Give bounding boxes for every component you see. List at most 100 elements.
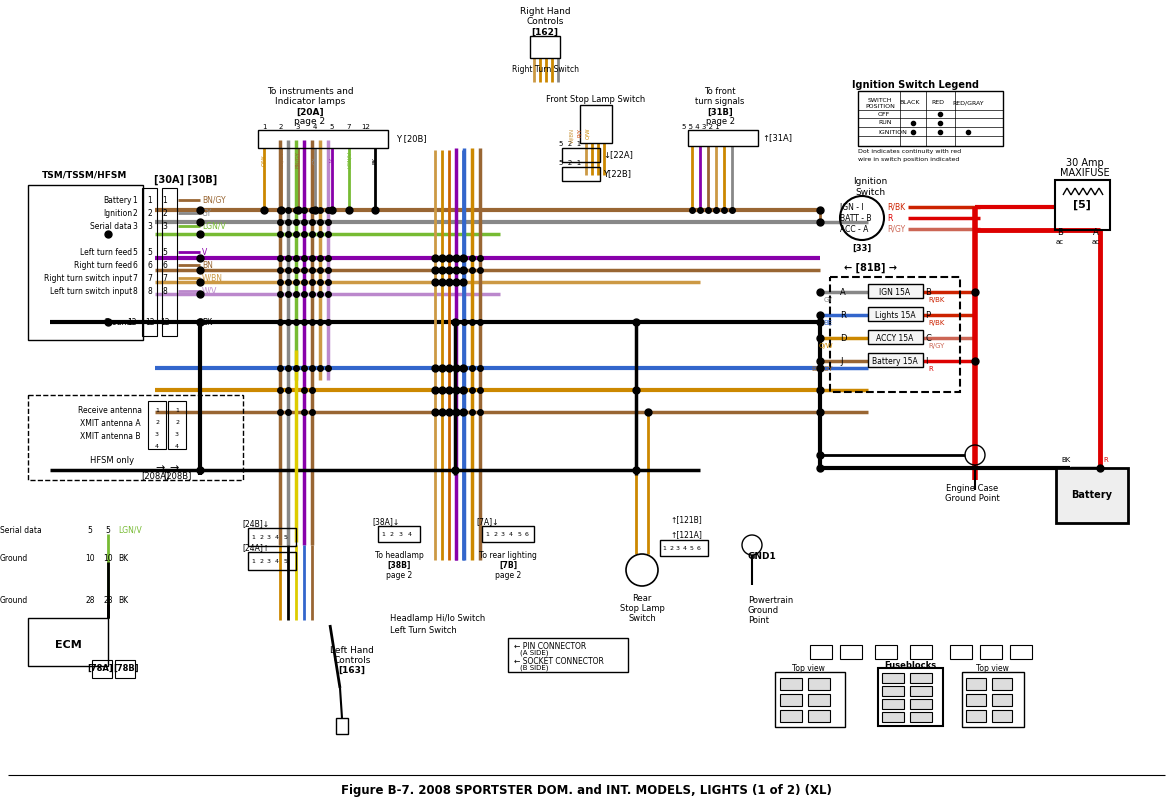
Bar <box>378 526 420 542</box>
Text: ac: ac <box>1092 239 1100 245</box>
Text: 8: 8 <box>163 287 168 295</box>
Bar <box>508 638 628 672</box>
Text: ← PIN CONNECTOR: ← PIN CONNECTOR <box>514 642 586 650</box>
Text: 5: 5 <box>148 247 152 257</box>
Text: To rear lighting: To rear lighting <box>479 551 537 559</box>
Bar <box>967 694 986 706</box>
Text: ECM: ECM <box>55 640 81 650</box>
Text: To instruments and: To instruments and <box>266 88 353 97</box>
Text: 2: 2 <box>155 419 160 424</box>
Text: BN: BN <box>202 261 212 270</box>
Text: 5  2  1: 5 2 1 <box>560 160 582 166</box>
Text: page 2: page 2 <box>386 571 412 580</box>
Bar <box>840 645 862 659</box>
Text: [208A]: [208A] <box>141 472 169 481</box>
Text: (B SIDE): (B SIDE) <box>520 665 549 671</box>
Bar <box>1056 468 1128 523</box>
Text: 1: 1 <box>251 535 255 539</box>
Text: R/Y: R/Y <box>577 129 583 138</box>
Text: 1: 1 <box>486 531 489 536</box>
Text: 8: 8 <box>133 287 137 295</box>
Text: Right Turn Switch: Right Turn Switch <box>511 65 578 75</box>
Text: Ignition: Ignition <box>853 177 887 187</box>
Text: 5: 5 <box>690 546 694 551</box>
Text: ac: ac <box>1056 239 1064 245</box>
Bar <box>248 528 296 546</box>
Text: 12: 12 <box>161 317 170 327</box>
Text: [33]: [33] <box>853 243 872 253</box>
Bar <box>868 353 923 367</box>
Text: [208B]: [208B] <box>163 472 191 481</box>
Text: 2: 2 <box>163 208 168 217</box>
Text: 6: 6 <box>148 261 152 270</box>
Text: BK: BK <box>202 317 212 327</box>
Text: 1: 1 <box>262 124 266 130</box>
Bar <box>992 710 1012 722</box>
Text: V: V <box>202 247 208 257</box>
Text: 2: 2 <box>389 531 394 536</box>
Text: Figure B-7. 2008 SPORTSTER DOM. and INT. MODELS, LIGHTS (1 of 2) (XL): Figure B-7. 2008 SPORTSTER DOM. and INT.… <box>340 783 832 796</box>
Text: 5  2  1: 5 2 1 <box>560 141 582 147</box>
Bar <box>808 678 830 690</box>
Text: 3: 3 <box>676 546 680 551</box>
Text: 3: 3 <box>155 431 160 436</box>
Bar <box>910 686 933 696</box>
Text: Y[22B]: Y[22B] <box>603 170 631 179</box>
Text: 4: 4 <box>509 531 513 536</box>
Bar <box>808 710 830 722</box>
Bar <box>258 130 388 148</box>
Text: [5]: [5] <box>1073 200 1091 210</box>
Bar <box>148 401 167 449</box>
Text: 6: 6 <box>526 531 529 536</box>
Bar <box>162 188 177 336</box>
Text: W/V: W/V <box>202 287 217 295</box>
Bar <box>868 307 923 321</box>
Text: Left Hand: Left Hand <box>330 646 374 654</box>
Text: BN/GY: BN/GY <box>812 366 833 372</box>
Text: Ignition Switch Legend: Ignition Switch Legend <box>852 80 978 90</box>
Text: POSITION: POSITION <box>865 105 895 109</box>
Text: D: D <box>840 333 847 342</box>
Text: Right turn switch input: Right turn switch input <box>43 274 133 283</box>
Text: 7: 7 <box>163 274 168 283</box>
Text: 4: 4 <box>274 535 279 539</box>
Text: LGN/V: LGN/V <box>118 526 142 535</box>
Bar <box>967 678 986 690</box>
Bar <box>950 645 972 659</box>
Bar <box>979 645 1002 659</box>
Text: ← [81B] →: ← [81B] → <box>843 263 896 273</box>
Text: page 2: page 2 <box>705 118 734 126</box>
Text: RED: RED <box>931 101 944 105</box>
Text: 2: 2 <box>175 419 179 424</box>
Bar <box>879 668 943 726</box>
Text: 1: 1 <box>148 196 152 204</box>
Text: Battery: Battery <box>1071 490 1112 500</box>
Text: ↑[31A]: ↑[31A] <box>762 134 792 142</box>
Text: 3: 3 <box>133 221 137 230</box>
Text: BE: BE <box>823 320 833 326</box>
Text: ↓[22A]: ↓[22A] <box>603 151 633 159</box>
Text: Headlamp Hi/lo Switch: Headlamp Hi/lo Switch <box>389 613 486 622</box>
Bar <box>91 660 111 678</box>
Text: 4: 4 <box>313 124 317 130</box>
Bar <box>115 660 135 678</box>
Text: 5: 5 <box>106 526 110 535</box>
Text: V: V <box>330 158 334 162</box>
Text: Switch: Switch <box>628 613 656 622</box>
Text: 5: 5 <box>133 247 137 257</box>
Text: Left turn switch input: Left turn switch input <box>49 287 133 295</box>
Text: BLACK: BLACK <box>900 101 921 105</box>
Text: R/BK: R/BK <box>928 297 944 303</box>
Text: 1: 1 <box>133 196 137 204</box>
Bar <box>579 105 612 143</box>
Text: LGN/V: LGN/V <box>346 151 352 168</box>
Text: [7B]: [7B] <box>499 560 517 569</box>
Text: Controls: Controls <box>527 18 564 27</box>
Text: Front Stop Lamp Switch: Front Stop Lamp Switch <box>547 96 645 105</box>
Bar <box>882 673 904 683</box>
Bar <box>857 91 1003 146</box>
Bar <box>882 699 904 709</box>
Text: Serial data: Serial data <box>90 221 133 230</box>
Text: Top view: Top view <box>976 663 1009 672</box>
Bar <box>882 686 904 696</box>
